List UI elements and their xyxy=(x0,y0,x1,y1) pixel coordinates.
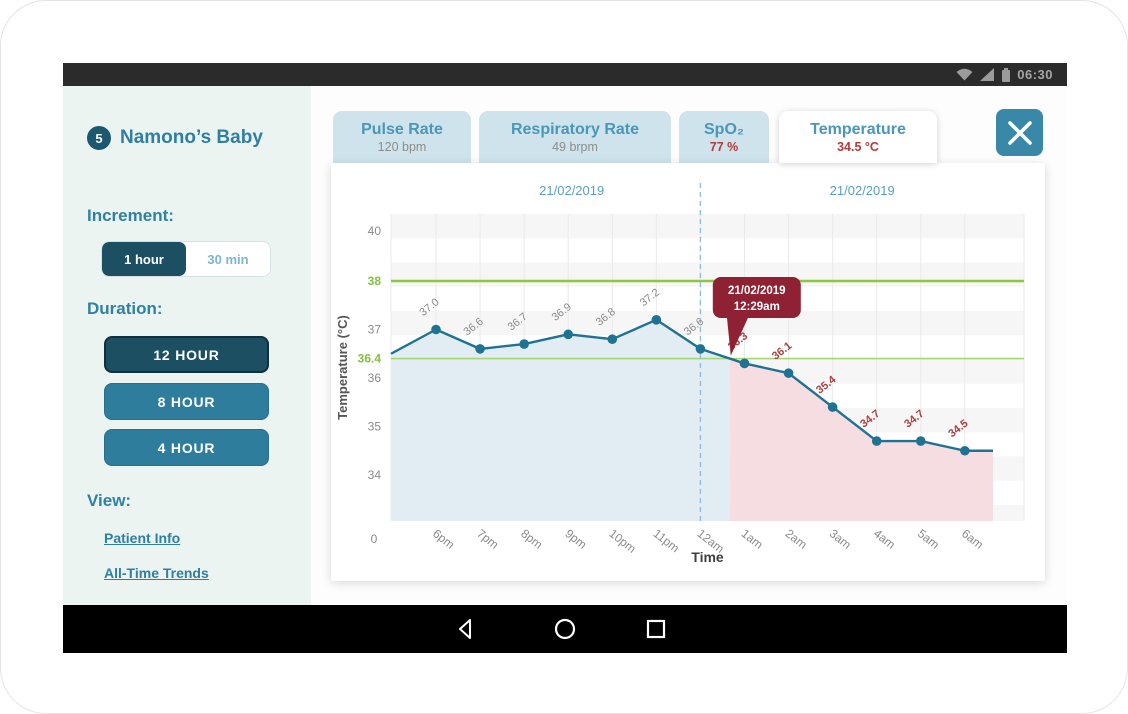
x-axis-tick-label: 6am xyxy=(959,526,986,551)
day-fill-area xyxy=(391,319,730,521)
patient-info-link[interactable]: Patient Info xyxy=(104,530,181,546)
tab-temperature-value: 34.5 °C xyxy=(837,139,879,154)
chart-stripe xyxy=(391,214,1024,239)
tab-respiratory-rate[interactable]: Respiratory Rate 49 brpm xyxy=(479,111,671,163)
status-time: 06:30 xyxy=(1017,67,1053,82)
signal-icon xyxy=(980,68,995,81)
tab-spo2[interactable]: SpO₂ 77 % xyxy=(679,111,769,163)
tooltip-box xyxy=(712,277,801,318)
wifi-icon xyxy=(956,68,973,81)
patient-number-badge: 5 xyxy=(87,126,111,150)
chart-stripe xyxy=(391,262,1024,287)
data-point[interactable] xyxy=(519,339,529,349)
x-axis-tick-label: 8pm xyxy=(518,526,545,551)
tab-temperature[interactable]: Temperature 34.5 °C xyxy=(779,111,937,163)
date-label-right: 21/02/2019 xyxy=(830,183,895,198)
data-point[interactable] xyxy=(563,329,574,340)
x-axis-tick-label: 2am xyxy=(783,526,810,551)
duration-8hour-button[interactable]: 8 HOUR xyxy=(104,383,269,420)
sidebar: 5 Namono’s Baby Increment: 1 hour 30 min… xyxy=(63,86,311,605)
data-point[interactable] xyxy=(783,368,794,378)
x-axis-tick-label: 1am xyxy=(739,526,766,551)
patient-header: 5 Namono’s Baby xyxy=(87,126,263,150)
data-point[interactable] xyxy=(607,334,618,344)
tab-pulse-rate-label: Pulse Rate xyxy=(361,120,443,138)
close-icon xyxy=(1007,120,1032,145)
battery-icon xyxy=(1002,67,1011,82)
duration-12hour-button[interactable]: 12 HOUR xyxy=(104,336,269,373)
view-label: View: xyxy=(87,491,132,510)
tab-spo2-label: SpO₂ xyxy=(704,120,744,138)
close-button[interactable] xyxy=(996,109,1043,156)
tab-respiratory-rate-value: 49 brpm xyxy=(552,139,598,154)
tooltip-time: 12:29am xyxy=(734,301,780,313)
home-icon[interactable] xyxy=(553,617,577,641)
x-axis-tick-label: 7pm xyxy=(474,526,501,551)
increment-label: Increment: xyxy=(87,206,174,225)
tooltip-date: 21/02/2019 xyxy=(728,285,786,297)
duration-label: Duration: xyxy=(87,299,163,318)
x-axis-tick-label: 6pm xyxy=(430,526,457,551)
x-axis-origin-label: 0 xyxy=(371,532,378,546)
data-point[interactable] xyxy=(475,344,485,354)
screen: 06:30 5 Namono’s Baby Increment: 1 hour … xyxy=(63,63,1067,653)
x-axis-tick-label: 3am xyxy=(827,526,854,551)
tab-pulse-rate-value: 120 bpm xyxy=(377,139,427,154)
x-axis-title: Time xyxy=(691,549,724,565)
chart-stripe xyxy=(391,311,1024,336)
all-time-trends-link[interactable]: All-Time Trends xyxy=(104,565,209,581)
threshold-label: 36.4 xyxy=(358,352,382,366)
increment-toggle: 1 hour 30 min xyxy=(101,241,271,277)
data-point-label: 37.2 xyxy=(638,287,662,310)
y-axis-tick-label: 37 xyxy=(368,323,382,337)
data-point[interactable] xyxy=(651,315,662,325)
y-axis-tick-label: 34 xyxy=(368,468,382,482)
android-nav-bar xyxy=(63,605,1067,653)
main-panel: Pulse Rate 120 bpm Respiratory Rate 49 b… xyxy=(311,86,1067,605)
increment-option-1hour[interactable]: 1 hour xyxy=(102,242,186,276)
data-point[interactable] xyxy=(915,436,926,446)
data-point[interactable] xyxy=(960,445,970,456)
y-axis-tick-label: 40 xyxy=(368,224,382,238)
tooltip-pointer xyxy=(726,316,749,356)
temperature-chart-card: 38 36.4 37.0 36.6 36.7 36.9 36.8 37.2 36.6 36.3 36… xyxy=(331,163,1045,581)
data-point[interactable] xyxy=(695,344,706,354)
x-axis-tick-label: 9pm xyxy=(562,526,589,551)
patient-title: Namono’s Baby xyxy=(120,127,263,148)
x-axis-tick-label: 4am xyxy=(871,526,898,551)
x-axis-tick-label: 5am xyxy=(915,526,942,551)
threshold-label: 38 xyxy=(368,274,382,288)
duration-4hour-button[interactable]: 4 HOUR xyxy=(104,429,269,466)
data-point[interactable] xyxy=(871,436,882,446)
tab-temperature-label: Temperature xyxy=(810,120,906,138)
x-axis-tick-label: 10pm xyxy=(606,526,638,556)
x-axis-tick-label: 11pm xyxy=(651,526,683,555)
data-point[interactable] xyxy=(431,324,441,335)
y-axis-tick-label: 35 xyxy=(368,420,382,434)
status-bar: 06:30 xyxy=(63,63,1067,86)
data-point[interactable] xyxy=(739,358,750,369)
back-icon[interactable] xyxy=(454,617,478,641)
tab-spo2-value: 77 % xyxy=(709,139,739,154)
alert-fill-area xyxy=(729,358,994,521)
y-axis-tick-label: 36 xyxy=(368,371,382,385)
y-axis-title: Temperature (°C) xyxy=(335,315,350,420)
recents-icon[interactable] xyxy=(644,617,668,641)
increment-option-30min[interactable]: 30 min xyxy=(207,251,249,267)
data-point[interactable] xyxy=(827,402,838,412)
tab-pulse-rate[interactable]: Pulse Rate 120 bpm xyxy=(333,111,471,163)
date-label-left: 21/02/2019 xyxy=(539,183,604,198)
tab-respiratory-rate-label: Respiratory Rate xyxy=(510,120,640,138)
